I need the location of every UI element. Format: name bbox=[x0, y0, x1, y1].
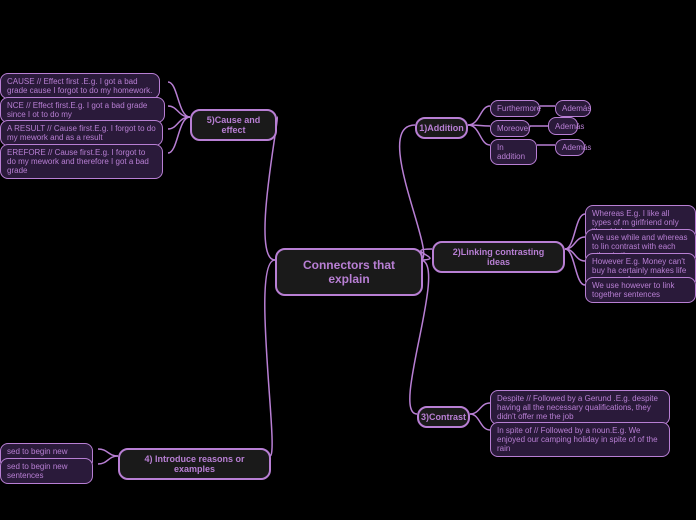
reasons-child-1[interactable]: sed to begin new sentences bbox=[0, 458, 93, 484]
cause-child-3[interactable]: EREFORE // Cause first.E.g. I forgot to … bbox=[0, 144, 163, 179]
cause-child-2[interactable]: A RESULT // Cause first.E.g. I forgot to… bbox=[0, 120, 163, 146]
addition-label: 1)Addition bbox=[419, 123, 464, 133]
cause-child-0[interactable]: CAUSE // Effect first .E.g. I got a bad … bbox=[0, 73, 160, 99]
branch-reasons[interactable]: 4) Introduce reasons or examples bbox=[118, 448, 271, 480]
contrasting-label: 2)Linking contrasting ideas bbox=[442, 247, 555, 267]
branch-contrast[interactable]: 3)Contrast bbox=[417, 406, 470, 428]
addition-child-2[interactable]: In addition bbox=[490, 139, 537, 165]
contrasting-child-3[interactable]: We use however to link together sentence… bbox=[585, 277, 696, 303]
reasons-label: 4) Introduce reasons or examples bbox=[128, 454, 261, 474]
addition-child-1[interactable]: Moreover bbox=[490, 120, 530, 137]
branch-cause[interactable]: 5)Cause and effect bbox=[190, 109, 277, 141]
addition-child-0-sub[interactable]: Además bbox=[555, 100, 591, 117]
center-label: Connectors that explain bbox=[291, 258, 407, 286]
addition-child-1-sub[interactable]: Además bbox=[548, 117, 578, 135]
contrast-child-0[interactable]: Despite // Followed by a Gerund .E.g. de… bbox=[490, 390, 670, 425]
addition-child-0[interactable]: Furthermore bbox=[490, 100, 540, 117]
branch-contrasting[interactable]: 2)Linking contrasting ideas bbox=[432, 241, 565, 273]
contrast-child-1[interactable]: In spite of // Followed by a noun.E.g. W… bbox=[490, 422, 670, 457]
cause-label: 5)Cause and effect bbox=[200, 115, 267, 135]
addition-child-2-sub[interactable]: Además bbox=[555, 139, 585, 156]
center-node[interactable]: Connectors that explain bbox=[275, 248, 423, 296]
branch-addition[interactable]: 1)Addition bbox=[415, 117, 468, 139]
contrast-label: 3)Contrast bbox=[421, 412, 466, 422]
